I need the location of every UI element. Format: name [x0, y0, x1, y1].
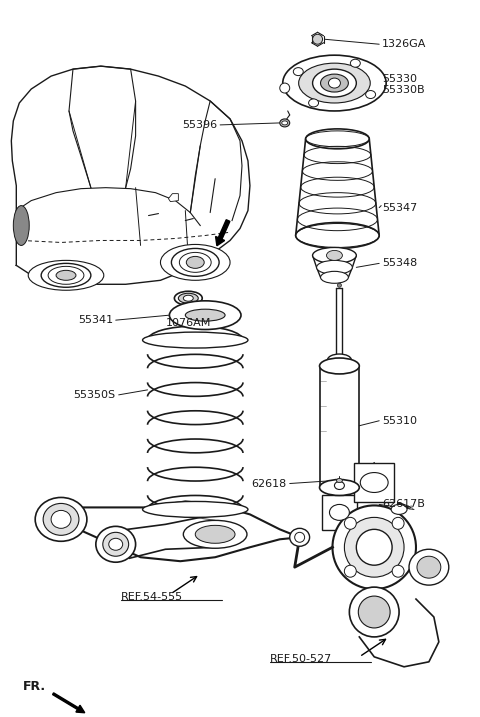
Ellipse shape: [337, 283, 341, 288]
Text: 55350S: 55350S: [73, 390, 116, 400]
Polygon shape: [168, 194, 179, 201]
Ellipse shape: [320, 480, 360, 495]
Ellipse shape: [320, 358, 360, 374]
Ellipse shape: [306, 129, 369, 149]
Ellipse shape: [299, 63, 370, 103]
Ellipse shape: [321, 271, 348, 283]
Ellipse shape: [417, 556, 441, 578]
Ellipse shape: [391, 505, 407, 514]
Ellipse shape: [321, 74, 348, 92]
Ellipse shape: [344, 518, 356, 529]
Text: 1076AM: 1076AM: [166, 318, 211, 328]
Ellipse shape: [296, 222, 379, 248]
Text: 62618: 62618: [252, 478, 287, 488]
Text: 55330: 55330: [382, 74, 417, 84]
Ellipse shape: [109, 538, 123, 550]
Ellipse shape: [312, 34, 323, 44]
Ellipse shape: [280, 83, 290, 93]
Ellipse shape: [329, 505, 349, 521]
Ellipse shape: [392, 565, 404, 577]
Ellipse shape: [293, 67, 303, 75]
Bar: [322, 495, 357, 531]
Ellipse shape: [356, 529, 392, 565]
Ellipse shape: [183, 521, 247, 549]
Ellipse shape: [183, 295, 193, 301]
Ellipse shape: [143, 332, 248, 348]
Text: 55341: 55341: [79, 315, 114, 325]
Ellipse shape: [328, 78, 340, 88]
Ellipse shape: [344, 518, 404, 577]
Ellipse shape: [28, 260, 104, 290]
FancyArrow shape: [53, 693, 85, 713]
Ellipse shape: [180, 252, 211, 272]
Text: 55347: 55347: [382, 203, 418, 212]
Text: 62617B: 62617B: [382, 500, 425, 510]
Ellipse shape: [344, 565, 356, 577]
Ellipse shape: [186, 257, 204, 268]
Ellipse shape: [103, 532, 129, 556]
Ellipse shape: [295, 532, 305, 542]
Ellipse shape: [171, 248, 219, 276]
Ellipse shape: [290, 528, 310, 546]
Ellipse shape: [56, 270, 76, 280]
Ellipse shape: [51, 511, 71, 528]
Ellipse shape: [312, 247, 356, 263]
Ellipse shape: [327, 354, 351, 366]
Text: 55396: 55396: [182, 120, 217, 130]
Ellipse shape: [143, 501, 248, 518]
Ellipse shape: [174, 291, 202, 305]
Ellipse shape: [336, 478, 342, 483]
Ellipse shape: [360, 473, 388, 493]
Ellipse shape: [282, 121, 288, 125]
Ellipse shape: [366, 90, 375, 98]
Text: REF.50-527: REF.50-527: [270, 654, 332, 664]
Ellipse shape: [335, 482, 344, 490]
Ellipse shape: [350, 60, 360, 67]
Bar: [354, 462, 394, 503]
Ellipse shape: [195, 526, 235, 543]
Text: 1326GA: 1326GA: [382, 39, 427, 49]
FancyArrow shape: [216, 219, 230, 246]
Ellipse shape: [96, 526, 136, 562]
Ellipse shape: [35, 498, 87, 541]
Ellipse shape: [13, 206, 29, 245]
Ellipse shape: [349, 587, 399, 637]
Text: 55330B: 55330B: [382, 85, 425, 95]
Ellipse shape: [185, 309, 225, 321]
Ellipse shape: [309, 99, 319, 107]
Ellipse shape: [283, 55, 386, 111]
Ellipse shape: [326, 250, 342, 260]
Ellipse shape: [179, 293, 198, 303]
Ellipse shape: [358, 596, 390, 628]
Ellipse shape: [160, 244, 230, 280]
Text: REF.54-555: REF.54-555: [120, 592, 183, 602]
Ellipse shape: [169, 301, 241, 330]
Ellipse shape: [41, 263, 91, 288]
Ellipse shape: [312, 69, 356, 97]
Ellipse shape: [392, 518, 404, 529]
Ellipse shape: [43, 503, 79, 536]
Ellipse shape: [48, 266, 84, 284]
Text: 55310: 55310: [382, 416, 417, 426]
Ellipse shape: [409, 549, 449, 585]
Text: 55348: 55348: [382, 258, 418, 268]
Ellipse shape: [280, 119, 290, 127]
Text: FR.: FR.: [23, 680, 47, 693]
Ellipse shape: [333, 505, 416, 589]
Ellipse shape: [183, 310, 193, 316]
Ellipse shape: [316, 260, 352, 275]
